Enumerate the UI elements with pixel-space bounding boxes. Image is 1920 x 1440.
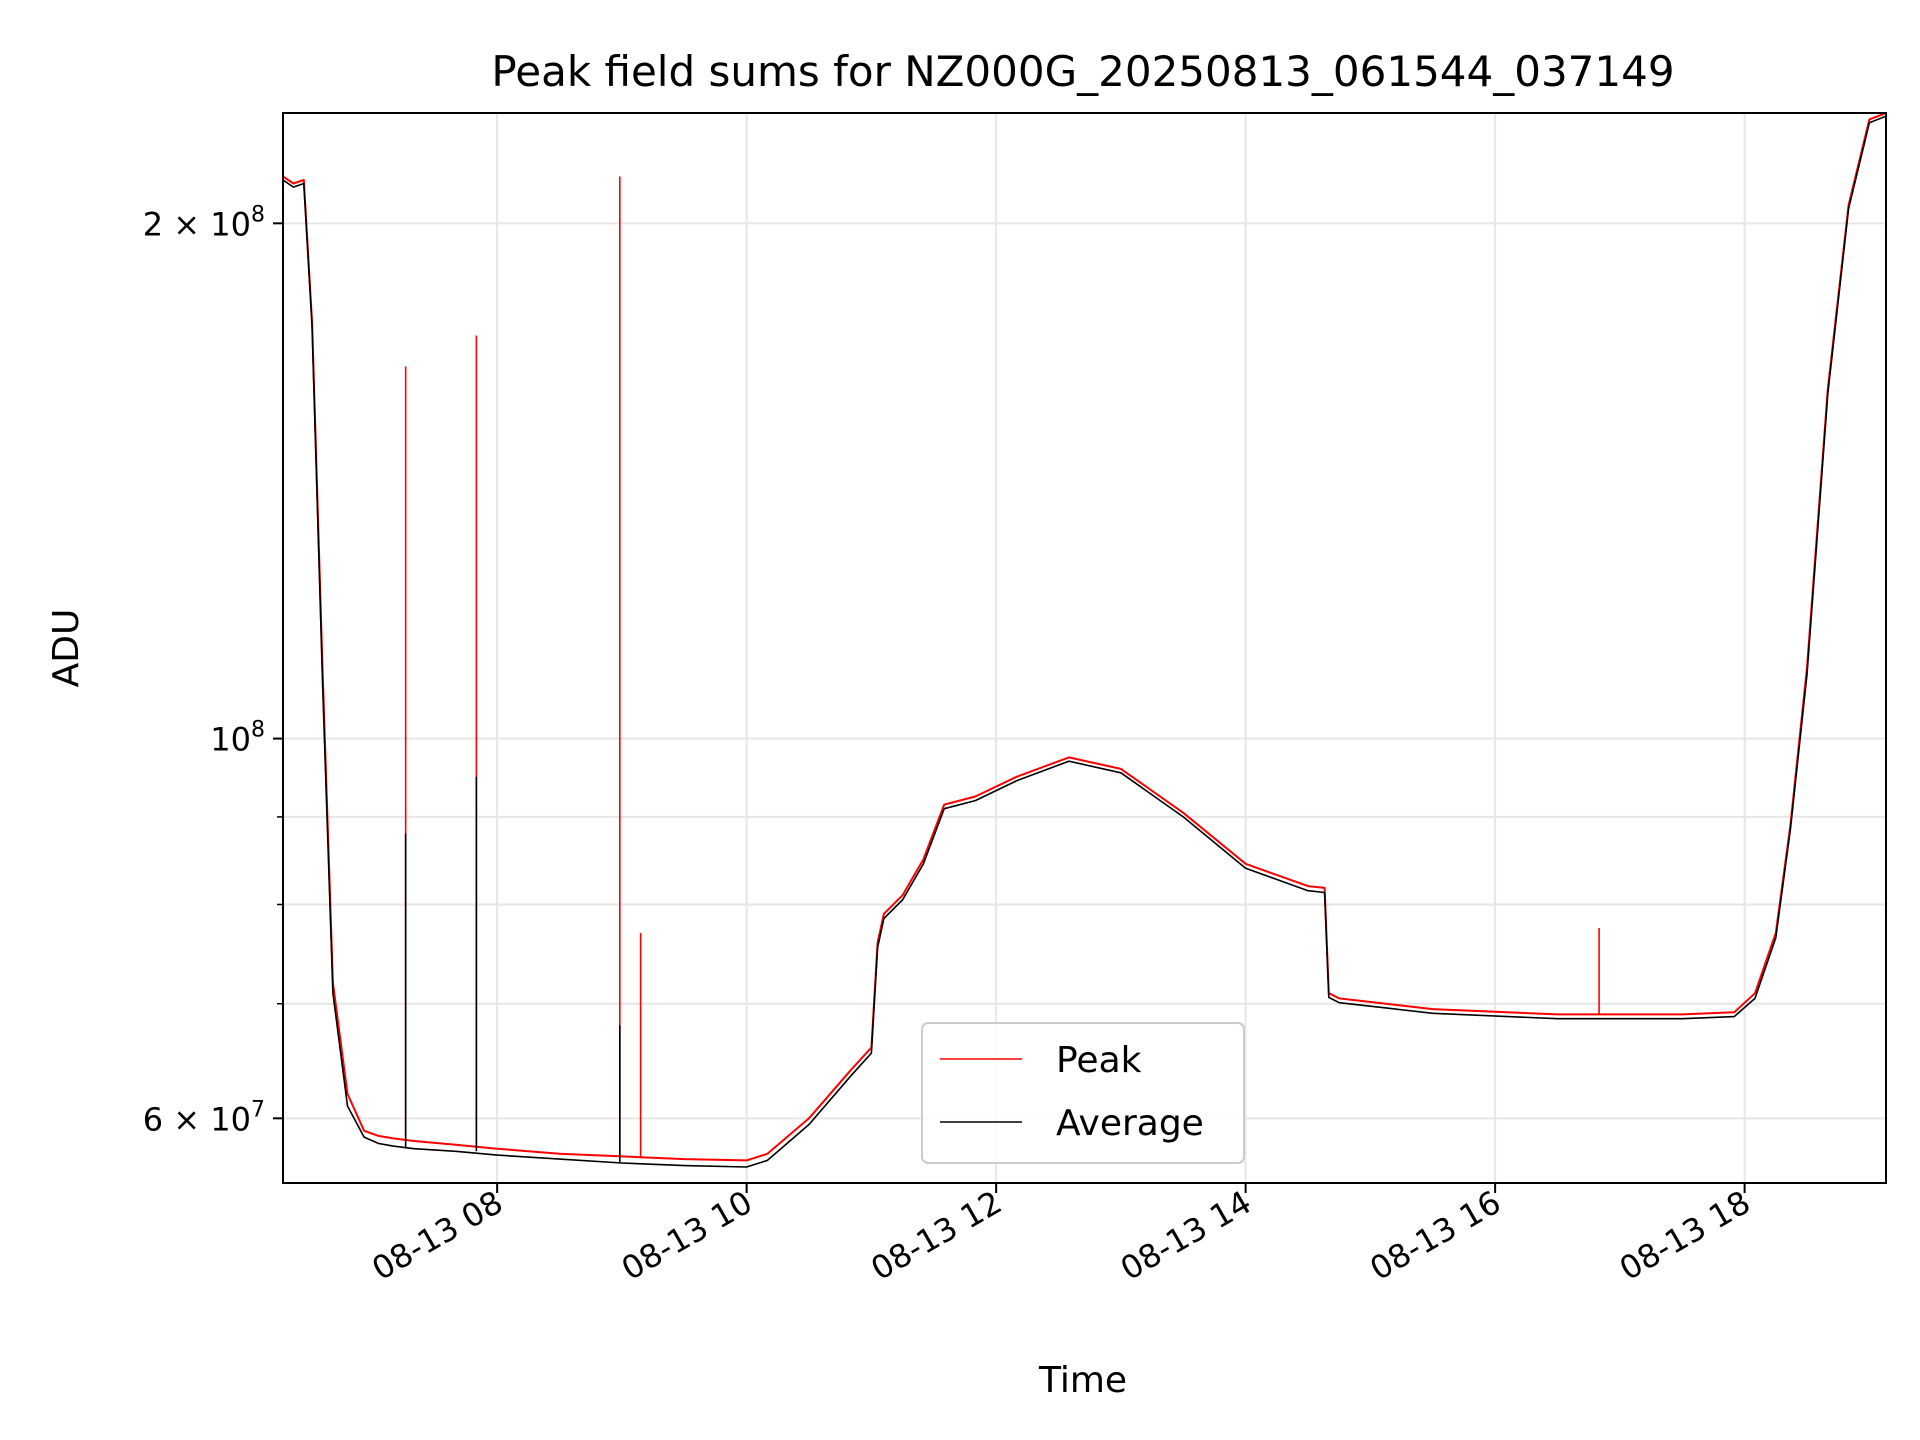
series-line-average (283, 115, 1886, 1168)
legend-box (921, 1022, 1245, 1164)
x-axis-label: Time (1038, 1360, 1127, 1401)
legend: Peak Average (921, 1022, 1245, 1164)
legend-label-average: Average (1056, 1103, 1204, 1144)
chart-title: Peak field sums for NZ000G_20250813_0615… (491, 47, 1674, 96)
y-tick-label: 108 (210, 718, 265, 759)
y-tick-label: 6 × 107 (143, 1097, 265, 1138)
plot-frame (282, 112, 1887, 1184)
y-axis-label: ADU (46, 609, 87, 688)
y-tick-label: 2 × 108 (143, 202, 265, 243)
legend-label-peak: Peak (1056, 1040, 1142, 1081)
series-line-peak (283, 113, 1886, 1162)
series-layer (283, 113, 1886, 1168)
